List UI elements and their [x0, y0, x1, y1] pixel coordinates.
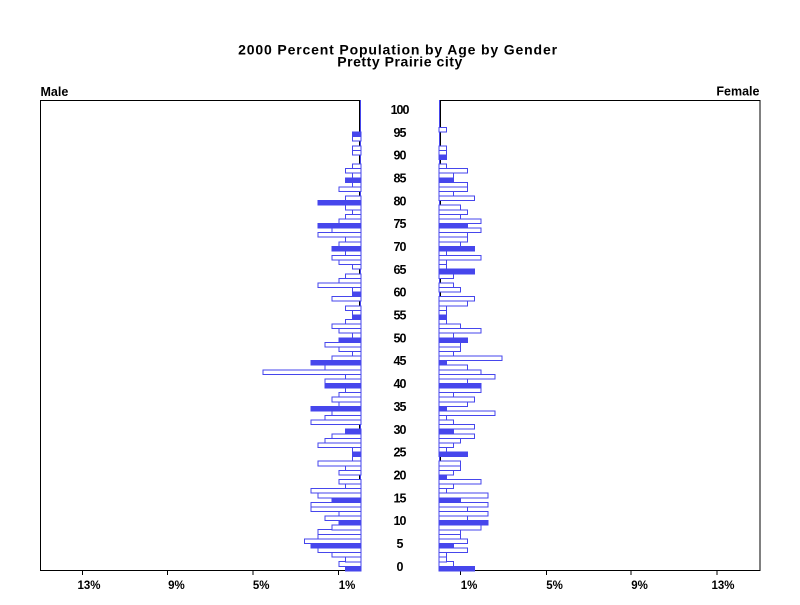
svg-text:100: 100 [391, 103, 410, 117]
svg-text:80: 80 [394, 194, 407, 208]
svg-text:85: 85 [394, 172, 407, 186]
svg-text:15: 15 [394, 491, 407, 505]
svg-text:50: 50 [394, 331, 407, 345]
svg-text:5: 5 [397, 537, 404, 551]
svg-text:95: 95 [394, 126, 407, 140]
svg-text:70: 70 [394, 240, 407, 254]
svg-text:Female: Female [716, 85, 759, 99]
svg-text:35: 35 [394, 400, 407, 414]
svg-text:30: 30 [394, 423, 407, 437]
svg-text:1%: 1% [339, 580, 356, 592]
svg-text:2000 Percent Population by Age: 2000 Percent Population by Age by Gender [238, 42, 558, 58]
svg-text:9%: 9% [631, 580, 648, 592]
svg-text:40: 40 [394, 377, 407, 391]
svg-text:0: 0 [397, 560, 404, 574]
svg-text:5%: 5% [546, 580, 563, 592]
svg-text:25: 25 [394, 446, 407, 460]
svg-text:75: 75 [394, 217, 407, 231]
svg-text:5%: 5% [253, 580, 270, 592]
svg-text:10: 10 [394, 514, 407, 528]
svg-text:65: 65 [394, 263, 407, 277]
svg-text:60: 60 [394, 286, 407, 300]
svg-text:Pretty Prairie city: Pretty Prairie city [337, 54, 463, 70]
svg-text:1%: 1% [461, 580, 478, 592]
svg-text:9%: 9% [168, 580, 185, 592]
svg-text:13%: 13% [711, 580, 734, 592]
svg-text:45: 45 [394, 354, 407, 368]
svg-text:90: 90 [394, 149, 407, 163]
svg-text:20: 20 [394, 468, 407, 482]
svg-text:Male: Male [41, 85, 69, 99]
svg-text:55: 55 [394, 309, 407, 323]
svg-text:13%: 13% [77, 580, 100, 592]
